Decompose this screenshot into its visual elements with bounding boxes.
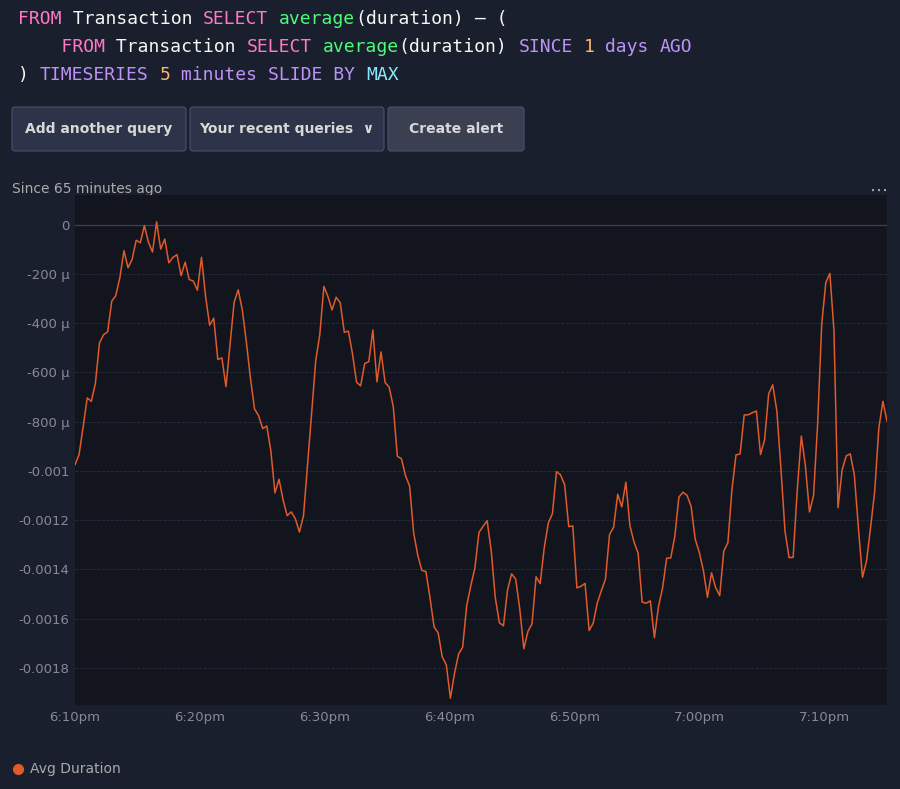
Text: SELECT: SELECT xyxy=(247,38,311,56)
Text: average: average xyxy=(322,38,399,56)
Text: MAX: MAX xyxy=(366,66,399,84)
FancyBboxPatch shape xyxy=(190,107,384,151)
Text: ): ) xyxy=(18,66,40,84)
Text: AGO: AGO xyxy=(660,38,692,56)
Text: FROM: FROM xyxy=(18,10,61,28)
FancyBboxPatch shape xyxy=(388,107,524,151)
Text: minutes: minutes xyxy=(170,66,268,84)
Text: SELECT: SELECT xyxy=(202,10,268,28)
FancyBboxPatch shape xyxy=(12,107,186,151)
Text: Your recent queries  ∨: Your recent queries ∨ xyxy=(200,122,374,136)
Text: Transaction: Transaction xyxy=(61,10,202,28)
Text: Since 65 minutes ago: Since 65 minutes ago xyxy=(12,182,162,196)
Text: average: average xyxy=(279,10,356,28)
Text: (duration): (duration) xyxy=(356,10,464,28)
Text: – (: – ( xyxy=(464,10,508,28)
Text: (duration): (duration) xyxy=(399,38,508,56)
Text: ⋯: ⋯ xyxy=(870,182,888,200)
Text: Create alert: Create alert xyxy=(409,122,503,136)
Text: 5: 5 xyxy=(159,66,170,84)
Text: Transaction: Transaction xyxy=(105,38,247,56)
Text: SINCE: SINCE xyxy=(518,38,572,56)
Text: FROM: FROM xyxy=(18,38,105,56)
Text: 1: 1 xyxy=(583,38,594,56)
Text: SLIDE BY: SLIDE BY xyxy=(268,66,356,84)
Text: Avg Duration: Avg Duration xyxy=(30,762,121,776)
Text: TIMESERIES: TIMESERIES xyxy=(40,66,148,84)
Text: days: days xyxy=(594,38,660,56)
Text: Add another query: Add another query xyxy=(25,122,173,136)
